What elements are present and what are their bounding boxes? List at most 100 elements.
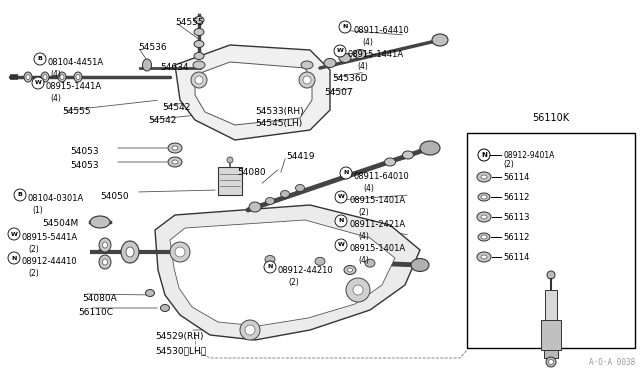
Ellipse shape [315,257,325,265]
Text: 08912-44210: 08912-44210 [278,266,333,275]
Circle shape [547,271,555,279]
Circle shape [335,215,347,227]
Text: N: N [343,170,349,176]
Text: B: B [17,192,22,198]
Circle shape [548,359,554,365]
Circle shape [34,53,46,65]
Circle shape [299,72,315,88]
Text: 54529(RH): 54529(RH) [155,332,204,341]
Text: 54080: 54080 [237,168,266,177]
Text: 54530〈LH〉: 54530〈LH〉 [155,346,206,355]
Text: 56114: 56114 [503,253,529,262]
Ellipse shape [477,252,491,262]
Polygon shape [195,62,312,125]
Ellipse shape [365,259,375,267]
Circle shape [8,252,20,264]
Text: 54419: 54419 [286,152,314,161]
Ellipse shape [481,195,487,199]
Text: W: W [337,195,344,199]
Ellipse shape [161,305,170,311]
Text: 56112: 56112 [503,192,529,202]
Polygon shape [170,220,395,326]
Text: W: W [337,48,344,54]
Text: (4): (4) [358,232,369,241]
Text: 54555: 54555 [175,18,204,27]
FancyBboxPatch shape [218,167,242,195]
Ellipse shape [172,160,178,164]
Ellipse shape [194,52,204,60]
Ellipse shape [249,202,261,212]
Ellipse shape [265,256,275,263]
Text: (2): (2) [358,208,369,217]
Ellipse shape [432,34,448,46]
Text: 08915-1441A: 08915-1441A [348,50,404,59]
Circle shape [32,77,44,89]
Ellipse shape [354,49,366,58]
Text: N: N [342,25,348,29]
Circle shape [339,21,351,33]
Text: 08104-0301A: 08104-0301A [28,194,84,203]
Ellipse shape [193,61,205,69]
Circle shape [170,242,190,262]
Text: 08912-9401A: 08912-9401A [503,151,554,160]
Circle shape [303,76,311,84]
Bar [541,320,561,350]
Circle shape [335,191,347,203]
Ellipse shape [301,61,313,69]
Circle shape [478,149,490,161]
Text: N: N [12,256,17,260]
Circle shape [14,189,26,201]
Text: 54536D: 54536D [332,74,367,83]
Ellipse shape [348,268,353,272]
Circle shape [195,76,203,84]
Circle shape [245,325,255,335]
Text: 54536: 54536 [138,43,166,52]
Text: 08912-44410: 08912-44410 [22,257,77,266]
Ellipse shape [168,143,182,153]
Text: (4): (4) [362,38,373,47]
Circle shape [240,320,260,340]
Text: 54053: 54053 [70,147,99,156]
Text: (4): (4) [363,184,374,193]
Circle shape [175,247,185,257]
Text: (1): (1) [32,206,43,215]
Ellipse shape [102,242,108,248]
Ellipse shape [76,74,80,80]
Ellipse shape [26,74,30,80]
Text: (4): (4) [50,70,61,79]
Ellipse shape [344,266,356,275]
Text: (2): (2) [28,245,39,254]
Ellipse shape [481,255,487,259]
Text: W: W [35,80,42,86]
Text: (4): (4) [50,94,61,103]
Circle shape [346,278,370,302]
Ellipse shape [481,175,487,179]
Ellipse shape [280,190,289,198]
Text: 54507: 54507 [324,88,353,97]
Ellipse shape [411,259,429,272]
Ellipse shape [296,185,305,192]
Text: B: B [38,57,42,61]
Text: 08911-2421A: 08911-2421A [349,220,405,229]
Ellipse shape [477,212,491,222]
Ellipse shape [43,74,47,80]
Ellipse shape [385,158,396,166]
Text: 54634: 54634 [160,63,189,72]
Circle shape [353,285,363,295]
Ellipse shape [102,259,108,265]
Text: (2): (2) [28,269,39,278]
Circle shape [340,167,352,179]
Text: 08911-64010: 08911-64010 [354,172,410,181]
Text: N: N [481,152,487,158]
Circle shape [264,261,276,273]
Ellipse shape [99,238,111,252]
Text: (4): (4) [357,62,368,71]
Text: 08104-4451A: 08104-4451A [48,58,104,67]
Ellipse shape [126,247,134,257]
Ellipse shape [478,193,490,201]
Text: 56110C: 56110C [78,308,113,317]
Circle shape [546,357,556,367]
Text: 08915-1401A: 08915-1401A [349,196,405,205]
Text: N: N [268,264,273,269]
Ellipse shape [145,289,154,296]
